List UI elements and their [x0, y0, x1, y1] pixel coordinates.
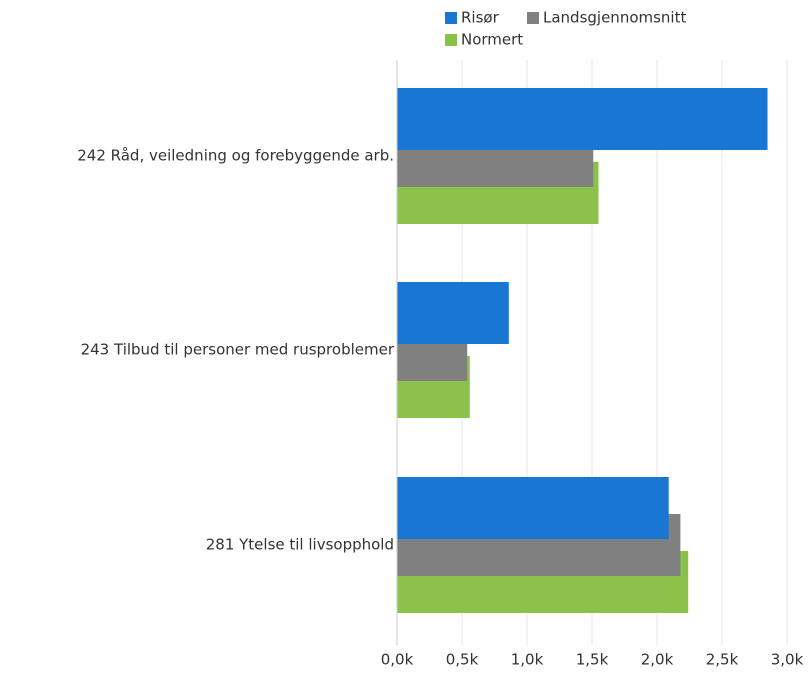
x-tick-label: 2,0k [641, 651, 674, 669]
legend-label: Risør [461, 9, 500, 27]
bar [397, 477, 669, 539]
legend-label: Normert [461, 31, 523, 49]
x-tick-label: 0,0k [381, 651, 414, 669]
x-tick-label: 3,0k [771, 651, 804, 669]
y-tick-label: 243 Tilbud til personer med rusproblemer [81, 341, 395, 359]
bar [397, 282, 509, 344]
x-tick-label: 1,0k [511, 651, 544, 669]
bar [397, 88, 768, 150]
legend-swatch [527, 12, 539, 24]
legend-swatch [445, 12, 457, 24]
y-tick-label: 242 Råd, veiledning og forebyggende arb. [77, 147, 394, 165]
x-tick-label: 0,5k [446, 651, 479, 669]
x-tick-label: 1,5k [576, 651, 609, 669]
legend-label: Landsgjennomsnitt [543, 9, 686, 27]
legend-swatch [445, 34, 457, 46]
y-tick-label: 281 Ytelse til livsopphold [206, 536, 394, 554]
x-tick-label: 2,5k [706, 651, 739, 669]
